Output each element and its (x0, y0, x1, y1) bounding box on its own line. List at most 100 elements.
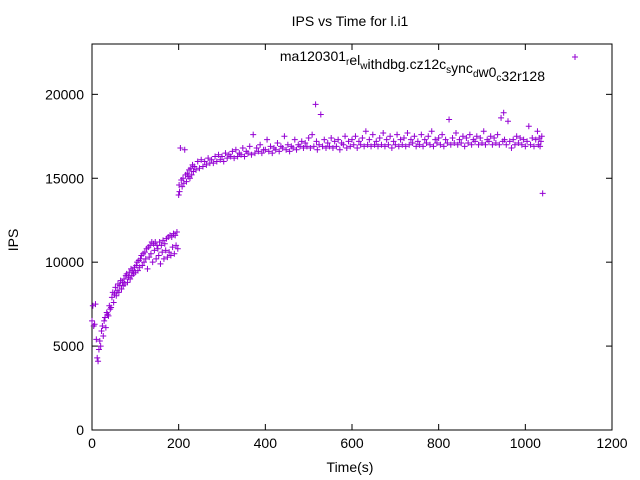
data-point (479, 140, 485, 147)
data-point (149, 259, 156, 266)
data-point (475, 141, 482, 148)
data-point (234, 153, 241, 160)
data-point (269, 150, 276, 157)
data-point (222, 150, 229, 157)
data-point (482, 141, 489, 148)
data-point (395, 143, 402, 150)
data-point (454, 141, 461, 148)
data-point (166, 249, 173, 256)
data-point (335, 136, 342, 143)
data-point (302, 140, 309, 147)
data-point (503, 141, 510, 148)
data-point (413, 143, 420, 150)
data-point (508, 145, 515, 152)
data-point (118, 286, 125, 293)
x-axis-title: Time(s) (327, 459, 374, 475)
data-point (505, 118, 511, 125)
data-point (323, 145, 329, 152)
data-point (297, 143, 303, 150)
data-point (248, 151, 255, 158)
data-point (91, 321, 98, 328)
data-point (524, 138, 531, 145)
data-point (133, 262, 140, 269)
data-point (267, 143, 274, 150)
data-point (480, 128, 487, 135)
data-point (437, 141, 444, 148)
data-point (174, 245, 181, 252)
data-point (354, 145, 361, 152)
data-point (89, 317, 95, 324)
data-point (286, 148, 293, 155)
data-point (203, 161, 210, 168)
data-point (401, 134, 407, 141)
data-point (532, 136, 539, 143)
data-point (201, 158, 208, 165)
data-point (175, 192, 182, 199)
data-point (212, 153, 219, 160)
data-point (414, 138, 421, 145)
data-point (224, 155, 231, 162)
data-point (227, 153, 234, 160)
data-point (303, 143, 310, 150)
data-point (349, 136, 355, 143)
data-point (321, 136, 328, 143)
data-point (97, 343, 104, 350)
data-point (92, 301, 99, 308)
data-point (96, 338, 103, 345)
data-point (397, 136, 404, 143)
data-point (187, 165, 194, 172)
data-point (439, 131, 446, 138)
data-point (352, 133, 359, 140)
data-point (196, 165, 203, 172)
data-point (291, 136, 298, 143)
data-point (281, 133, 288, 140)
data-point (293, 146, 300, 153)
data-point (186, 175, 193, 182)
data-point (124, 279, 131, 286)
data-point (127, 275, 134, 282)
data-point (333, 143, 340, 150)
data-point (522, 143, 529, 150)
data-point (179, 183, 186, 190)
data-point (428, 128, 435, 135)
data-point (208, 156, 215, 163)
data-point (283, 146, 290, 153)
data-point (501, 136, 508, 143)
data-point (168, 234, 175, 240)
data-point (421, 136, 428, 143)
data-point (361, 143, 368, 150)
data-point (265, 148, 272, 155)
data-point (101, 317, 108, 324)
data-point (250, 131, 257, 138)
data-point (112, 284, 119, 291)
x-tick-label: 600 (340, 435, 364, 451)
data-point (147, 242, 154, 249)
data-point (102, 324, 109, 331)
data-point (108, 304, 115, 311)
data-point (310, 143, 317, 150)
chart-title: IPS vs Time for l.i1 (292, 13, 409, 29)
data-point (284, 141, 291, 148)
data-point (314, 146, 321, 153)
x-tick-label: 1000 (510, 435, 541, 451)
data-point (93, 336, 100, 343)
data-point (307, 145, 314, 152)
data-point (510, 136, 517, 143)
data-point (255, 148, 262, 155)
data-point (181, 146, 188, 153)
data-point (491, 134, 498, 141)
x-tick-label: 0 (88, 435, 96, 451)
data-point (232, 146, 239, 153)
data-point (121, 275, 128, 282)
data-point (99, 322, 106, 329)
data-point (494, 131, 501, 138)
data-point (324, 140, 331, 147)
data-point (368, 143, 375, 150)
data-point (449, 134, 456, 141)
data-point (305, 134, 312, 141)
data-point (442, 136, 449, 143)
y-tick-label: 20000 (45, 86, 84, 102)
data-point (167, 252, 174, 259)
data-point (229, 148, 236, 155)
data-point (485, 138, 492, 145)
